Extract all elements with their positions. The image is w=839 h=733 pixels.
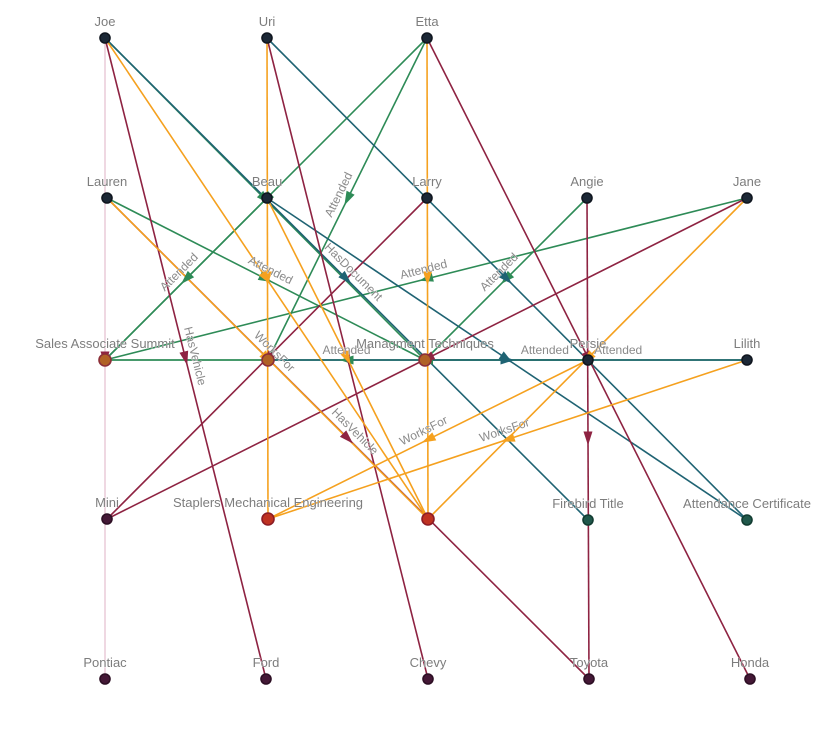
node-mini[interactable] [101, 513, 113, 525]
node-label-ac: Attendance Certificate [683, 496, 811, 511]
node-label-larry: Larry [412, 174, 442, 189]
node-sas[interactable] [98, 353, 112, 367]
arrowhead-worksfor-icon [340, 350, 351, 365]
node-toyota[interactable] [583, 673, 595, 685]
arrowhead-hasdocument-icon [338, 270, 352, 284]
node-label-staplers: Staplers Mechanical Engineering [173, 495, 363, 510]
node-ft[interactable] [582, 514, 594, 526]
node-staplers[interactable] [261, 512, 275, 526]
arrowhead-hasdocument-icon [498, 351, 513, 363]
node-label-persie: Persie [570, 336, 607, 351]
arrowhead-worksfor-icon [500, 433, 516, 442]
node-label-toyota: Toyota [570, 655, 609, 670]
arrowhead-worksfor-icon [421, 432, 437, 443]
node-label-lauren: Lauren [87, 174, 127, 189]
node-ford[interactable] [260, 673, 272, 685]
arrowhead-attended-icon [344, 190, 355, 206]
edge-label-worksfor: WorksFor [397, 413, 450, 449]
node-uri[interactable] [261, 32, 273, 44]
arrowhead-hasvehicle-icon [179, 350, 189, 366]
node-pontiac[interactable] [99, 673, 111, 685]
arrowhead-hasdocument-icon [498, 270, 512, 284]
arrowhead-attended-icon [181, 270, 195, 284]
node-label-beau: Beau [252, 174, 282, 189]
edge-label-hasvehicle: HasVehicle [329, 405, 382, 458]
node-label-etta: Etta [415, 14, 439, 29]
node-beau[interactable] [261, 192, 273, 204]
node-etta[interactable] [421, 32, 433, 44]
node-angie[interactable] [581, 192, 593, 204]
node-label-joe: Joe [95, 14, 116, 29]
node-chevy[interactable] [422, 673, 434, 685]
arrowhead-worksfor-icon [262, 271, 272, 286]
node-label-jane: Jane [733, 174, 761, 189]
arrowhead-hasvehicle-icon [583, 431, 593, 446]
node-label-mt: Managment Techniques [356, 336, 494, 351]
node-label-chevy: Chevy [410, 655, 447, 670]
node-label-angie: Angie [570, 174, 603, 189]
node-label-sas: Sales Associate Summit [35, 336, 175, 351]
node-r428[interactable] [421, 512, 435, 526]
edge-label-attended: Attended [322, 343, 370, 357]
node-larry[interactable] [421, 192, 433, 204]
edge-label-attended: Attended [521, 343, 569, 357]
node-label-mini: Mini [95, 495, 119, 510]
node-mt[interactable] [418, 353, 432, 367]
node-persie[interactable] [582, 354, 594, 366]
edge-label-attended: Attended [594, 343, 642, 357]
node-e268[interactable] [261, 353, 275, 367]
node-lauren[interactable] [101, 192, 113, 204]
node-honda[interactable] [744, 673, 756, 685]
node-label-honda: Honda [731, 655, 770, 670]
node-label-ft: Firebird Title [552, 496, 624, 511]
node-label-uri: Uri [259, 14, 276, 29]
node-joe[interactable] [99, 32, 111, 44]
node-jane[interactable] [741, 192, 753, 204]
node-label-pontiac: Pontiac [83, 655, 127, 670]
arrowhead-hasvehicle-icon [339, 430, 353, 444]
node-label-ford: Ford [253, 655, 280, 670]
node-ac[interactable] [741, 514, 753, 526]
arrowhead-worksfor-icon [422, 271, 432, 286]
node-label-lilith: Lilith [734, 336, 761, 351]
node-lilith[interactable] [741, 354, 753, 366]
